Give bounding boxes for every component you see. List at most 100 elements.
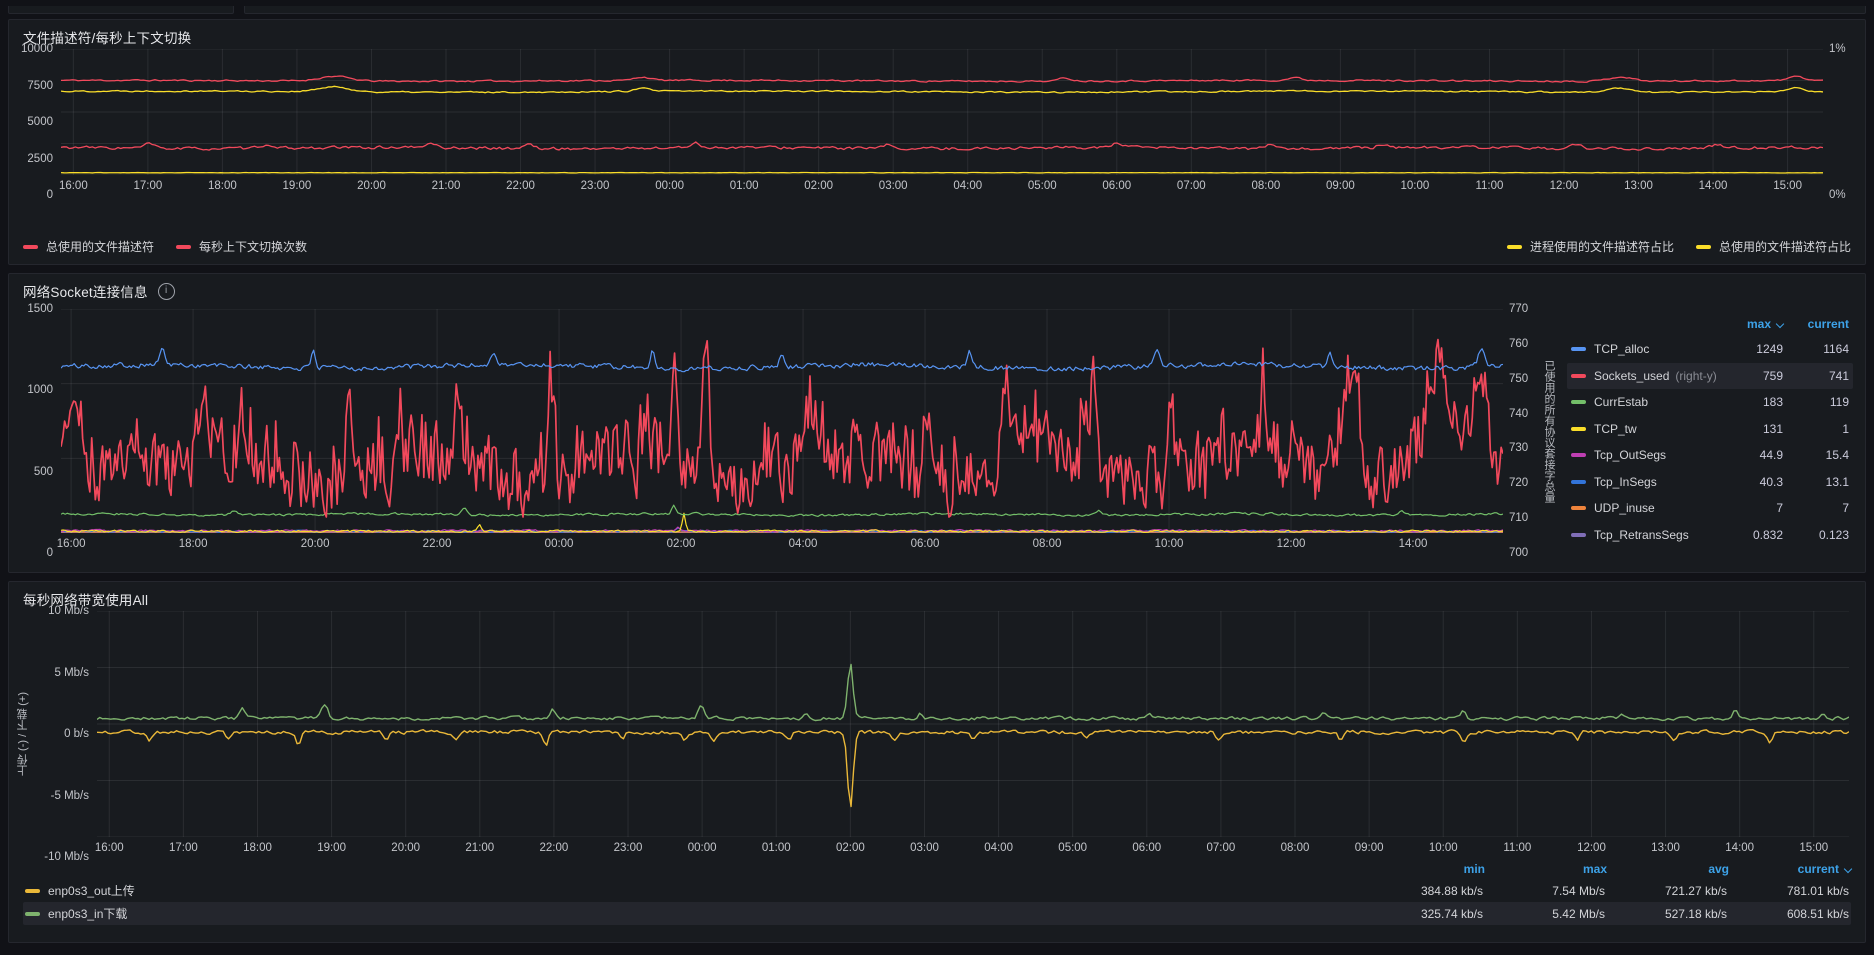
legend-item-ctx-switches[interactable]: 每秒上下文切换次数 [176,238,307,255]
legend-row-tcp-alloc[interactable]: TCP_alloc 1249 1164 [1567,336,1853,363]
legend-item-fd-total[interactable]: 总使用的文件描述符 [23,238,154,255]
x-tick-label: 07:00 [1206,842,1236,854]
x-tick-label: 09:00 [1325,180,1355,192]
legend-sort-header-current[interactable]: current [1729,862,1853,876]
legend-value-current: 1 [1842,421,1849,436]
axis-tick-label: 710 [1509,512,1529,525]
chart-canvas[interactable] [61,309,1503,533]
axis-tick-label: 0 [46,547,53,559]
legend-item-label: Tcp_InSegs [1594,474,1657,489]
chart-canvas[interactable] [97,611,1849,837]
axis-tick-label: 500 [33,465,53,478]
legend-item-total-fd-pct[interactable]: 总使用的文件描述符占比 [1695,238,1851,255]
x-tick-label: 20:00 [357,180,386,192]
legend-item-label: TCP_tw [1594,421,1637,436]
x-axis: 16:00 17:00 18:00 19:00 20:00 21:00 22:00 23:00… [58,175,1823,195]
legend-value-max: 44.9 [1759,448,1783,463]
x-tick-label: 02:00 [804,180,834,192]
legend-item-label: CurrEstab [1594,395,1649,410]
legend-color-dash [1571,347,1586,352]
legend-sort-header-max[interactable]: max [1582,862,1607,876]
x-tick-label: 20:00 [391,842,421,854]
panel-header[interactable]: 每秒网络带宽使用All [9,582,1865,611]
legend-row-enp0s3-in[interactable]: enp0s3_in下载 325.74 kb/s 5.42 Mb/s 527.18 kb… [23,902,1851,925]
x-tick-label: 06:00 [1102,180,1132,192]
series-line-tcp-alloc [61,349,1503,372]
x-tick-label: 11:00 [1475,180,1504,192]
legend-row-tcp-outsegs[interactable]: Tcp_OutSegs 44.9 15.4 [1567,442,1853,469]
legend-row-udp-inuse[interactable]: UDP_inuse 7 7 [1567,495,1853,522]
x-tick-label: 18:00 [243,842,272,854]
x-tick-label: 14:00 [1725,842,1755,854]
x-tick-label: 22:00 [506,180,535,192]
legend-row-tcp-retranssegs[interactable]: Tcp_RetransSegs 0.832 0.123 [1567,522,1853,549]
series-line-enp0s3-in [97,664,1849,720]
info-icon[interactable]: i [157,282,175,300]
axis-tick-label: 760 [1509,337,1529,350]
axis-tick-label: -5 Mb/s [50,789,89,802]
legend-series-name: TCP_alloc [1571,342,1723,356]
right-axis-suffix: (right-y) [1675,368,1717,383]
x-tick-label: 00:00 [544,538,574,550]
panel-above-right-fragment [244,6,1866,14]
legend-item-label: Tcp_OutSegs [1594,448,1667,463]
legend-color-dash [1571,479,1586,484]
x-tick-label: 07:00 [1176,180,1206,192]
series-line-total-fd-pct [61,172,1823,173]
legend-row-curr-estab[interactable]: CurrEstab 183 119 [1567,389,1853,416]
legend-item-proc-fd-pct[interactable]: 进程使用的文件描述符占比 [1506,238,1674,255]
x-tick-label: 04:00 [984,842,1013,854]
legend-value-current: 608.51 kb/s [1786,906,1849,921]
x-tick-label: 16:00 [58,180,88,192]
y-axis-right: 770 760 750 740 730 720 710 700 [1503,303,1539,559]
legend-table: min max avg current enp0s3_out上传 384.88 kb/s 7… [9,859,1865,933]
x-tick-label: 04:00 [788,538,818,550]
axis-tick-label: 2500 [27,152,53,165]
x-tick-label: 18:00 [178,538,208,550]
panel-header[interactable]: 网络Socket连接信息 i [9,274,1865,303]
legend-row-tcp-insegs[interactable]: Tcp_InSegs 40.3 13.1 [1567,469,1853,496]
legend-value-max: 40.3 [1759,474,1783,489]
legend-series-name: Tcp_OutSegs [1571,448,1723,462]
legend-value-current: 13.1 [1825,474,1849,489]
legend-row-sockets-used[interactable]: Sockets_used (right-y) 759 741 [1567,362,1853,389]
series-line-tcp-tw [61,513,1503,532]
legend-row-tcp-tw[interactable]: TCP_tw 131 1 [1567,416,1853,443]
x-tick-label: 14:00 [1698,180,1728,192]
legend-sort-header-min[interactable]: min [1463,862,1485,876]
axis-tick-label: 700 [1509,547,1529,559]
legend-color-dash [176,244,192,249]
axis-tick-label: 1000 [27,384,53,397]
x-tick-label: 03:00 [910,842,939,854]
timeseries-chart: 10000 7500 5000 2500 0 16:00 17:00 18:00 19:00 2… [9,43,1865,201]
legend-sort-header-max[interactable]: max [1723,317,1785,331]
legend-value-min: 384.88 kb/s [1420,883,1483,898]
x-tick-label: 22:00 [422,538,452,550]
legend-right-group: 进程使用的文件描述符占比 总使用的文件描述符占比 [1506,238,1851,255]
legend-value-avg: 721.27 kb/s [1664,883,1727,898]
x-tick-label: 19:00 [317,842,346,854]
chart-canvas[interactable] [61,49,1823,175]
axis-tick-label: 5 Mb/s [54,666,89,679]
axis-tick-label: 1% [1829,43,1846,55]
axis-tick-label: 10000 [21,43,53,55]
x-tick-label: 17:00 [168,842,198,854]
x-tick-label: 06:00 [1132,842,1162,854]
legend-value-max: 0.832 [1752,527,1783,542]
legend-color-dash [1571,453,1586,458]
legend-item-label: enp0s3_in下载 [48,907,128,921]
legend-sort-header-current[interactable]: current [1807,317,1849,331]
panel-header[interactable]: 文件描述符/每秒上下文切换 [9,20,1865,49]
legend: 总使用的文件描述符 每秒上下文切换次数 进程使用的文件描述符占比 总使用的文件描述符… [9,234,1865,264]
x-axis: 16:00 17:00 18:00 19:00 20:00 21:00 22:00 23:00… [95,837,1849,857]
x-tick-label: 12:00 [1276,538,1306,550]
series-line-curr-estab [61,505,1503,516]
legend-item-label: 进程使用的文件描述符占比 [1529,240,1674,254]
legend-item-label: enp0s3_out上传 [48,884,135,898]
panel-title: 文件描述符/每秒上下文切换 [23,31,192,46]
legend-sort-header-avg[interactable]: avg [1708,862,1729,876]
legend-row-enp0s3-out[interactable]: enp0s3_out上传 384.88 kb/s 7.54 Mb/s 721.27 k… [23,879,1851,902]
x-tick-label: 13:00 [1651,842,1680,854]
x-tick-label: 08:00 [1251,180,1281,192]
